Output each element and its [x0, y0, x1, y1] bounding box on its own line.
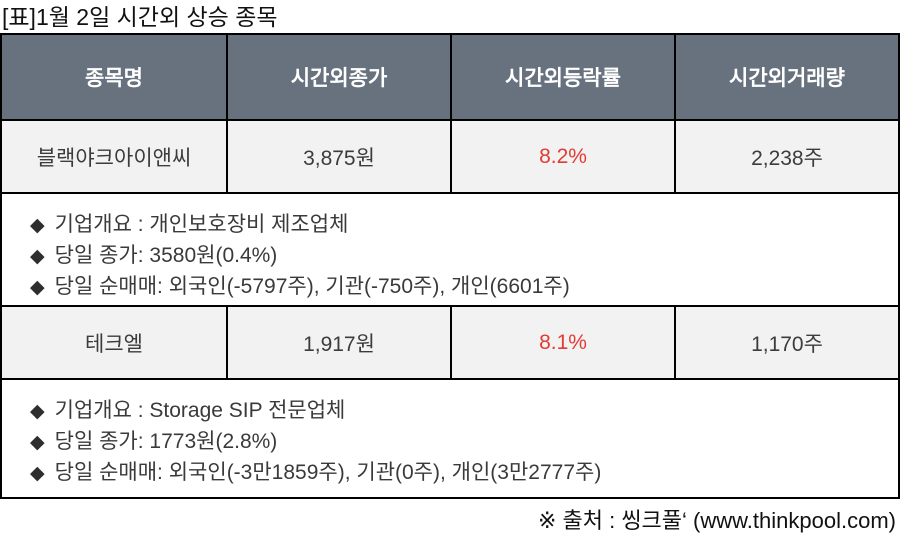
- diamond-bullet-icon: ◆: [30, 246, 45, 267]
- info-line-overview: ◆ 기업개요 : Storage SIP 전문업체: [30, 396, 888, 427]
- info-text: 당일 순매매: 외국인(-5797주), 기관(-750주), 개인(6601주…: [54, 275, 570, 298]
- stock-price: 3,875원: [226, 121, 450, 192]
- info-line-close: ◆ 당일 종가: 3580원(0.4%): [30, 241, 888, 272]
- after-hours-stock-table: 종목명 시간외종가 시간외등락률 시간외거래량 블랙야크아이앤씨 3,875원 …: [0, 33, 900, 499]
- source-attribution: ※ 출처 : 씽크풀‘ (www.thinkpool.com): [537, 507, 896, 533]
- table-row: 테크엘 1,917원 8.1% 1,170주: [2, 305, 898, 378]
- diamond-bullet-icon: ◆: [30, 463, 45, 484]
- stock-volume: 1,170주: [674, 307, 898, 378]
- diamond-bullet-icon: ◆: [30, 215, 45, 236]
- info-line-net-trading: ◆ 당일 순매매: 외국인(-3만1859주), 기관(0주), 개인(3만277…: [30, 458, 888, 489]
- table-header-row: 종목명 시간외종가 시간외등락률 시간외거래량: [2, 35, 898, 119]
- diamond-bullet-icon: ◆: [30, 277, 45, 298]
- info-line-close: ◆ 당일 종가: 1773원(2.8%): [30, 427, 888, 458]
- info-text: 당일 종가: 3580원(0.4%): [54, 244, 278, 267]
- stock-change-percent: 8.1%: [450, 307, 674, 378]
- diamond-bullet-icon: ◆: [30, 432, 45, 453]
- column-header-after-hours-volume: 시간외거래량: [674, 35, 898, 119]
- info-text: 당일 순매매: 외국인(-3만1859주), 기관(0주), 개인(3만2777…: [54, 461, 602, 484]
- stock-change-percent: 8.2%: [450, 121, 674, 192]
- column-header-stock-name: 종목명: [85, 67, 143, 90]
- stock-info-block: ◆ 기업개요 : 개인보호장비 제조업체 ◆ 당일 종가: 3580원(0.4%) …: [2, 192, 898, 305]
- page-title: [표]1월 2일 시간외 상승 종목: [2, 4, 278, 30]
- info-text: 당일 종가: 1773원(2.8%): [54, 430, 278, 453]
- column-header-after-hours-price: 시간외종가: [226, 35, 450, 119]
- info-line-net-trading: ◆ 당일 순매매: 외국인(-5797주), 기관(-750주), 개인(6601…: [30, 272, 888, 303]
- stock-name: 테크엘: [85, 332, 143, 356]
- info-text: 기업개요 : 개인보호장비 제조업체: [54, 213, 349, 236]
- column-header-after-hours-change: 시간외등락률: [450, 35, 674, 119]
- stock-price: 1,917원: [226, 307, 450, 378]
- diamond-bullet-icon: ◆: [30, 401, 45, 422]
- stock-info-block: ◆ 기업개요 : Storage SIP 전문업체 ◆ 당일 종가: 1773원(2…: [2, 378, 898, 497]
- info-text: 기업개요 : Storage SIP 전문업체: [54, 399, 346, 422]
- stock-name: 블랙야크아이앤씨: [36, 146, 192, 170]
- table-row: 블랙야크아이앤씨 3,875원 8.2% 2,238주: [2, 119, 898, 192]
- stock-volume: 2,238주: [674, 121, 898, 192]
- info-line-overview: ◆ 기업개요 : 개인보호장비 제조업체: [30, 210, 888, 241]
